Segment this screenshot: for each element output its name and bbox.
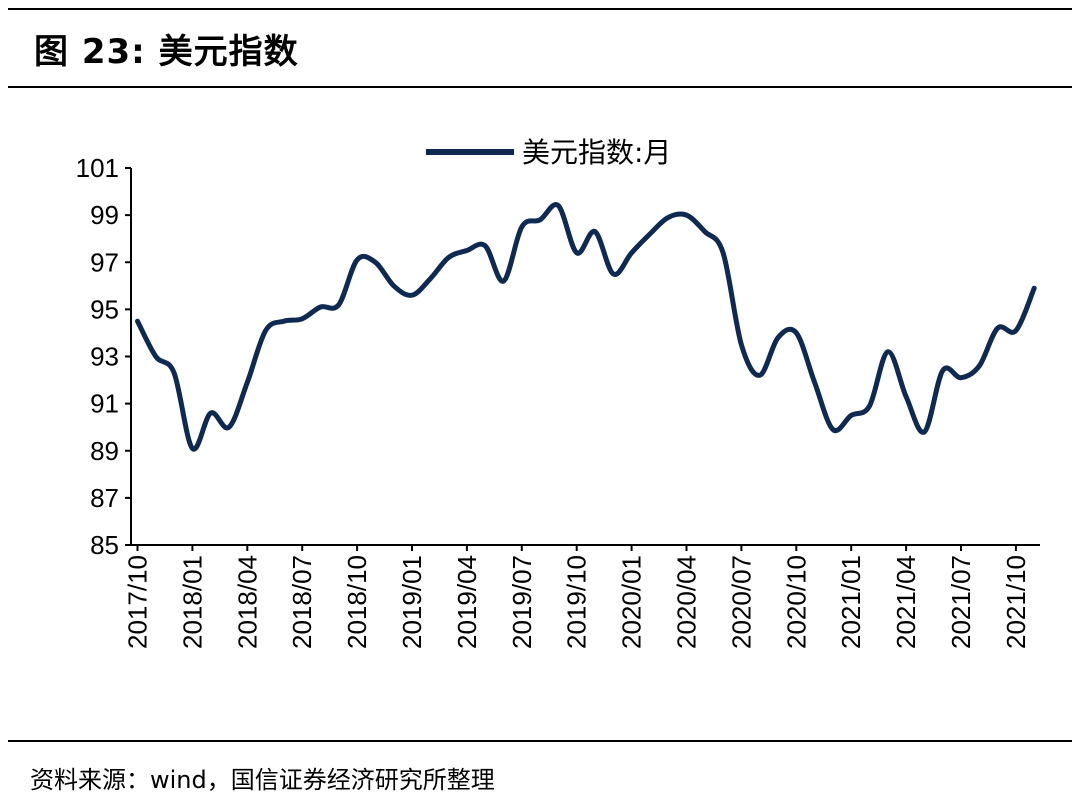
x-tick-label: 2018/10 — [342, 555, 372, 649]
x-tick-label: 2017/10 — [123, 555, 153, 649]
data-point — [611, 272, 615, 276]
data-point — [703, 230, 707, 234]
x-tick-label: 2018/04 — [232, 555, 262, 649]
data-point — [941, 369, 945, 373]
x-tick-label: 2021/07 — [946, 555, 976, 649]
data-point — [483, 244, 487, 248]
x-tick-label: 2020/10 — [781, 555, 811, 649]
data-point — [685, 213, 689, 217]
data-point — [355, 258, 359, 262]
data-point — [904, 395, 908, 399]
legend: 美元指数:月 — [426, 136, 671, 169]
data-point — [245, 380, 249, 384]
x-tick-label: 2020/04 — [672, 555, 702, 649]
data-point — [373, 260, 377, 264]
y-tick-label: 87 — [90, 483, 119, 513]
data-point — [209, 411, 213, 415]
data-point — [886, 350, 890, 354]
x-tick-label: 2020/07 — [726, 555, 756, 649]
data-point — [648, 232, 652, 236]
data-point — [502, 279, 506, 283]
data-point — [666, 216, 670, 220]
data-point — [465, 249, 469, 253]
data-point — [136, 319, 140, 323]
title-rule — [8, 86, 1072, 88]
y-tick-label: 85 — [90, 530, 119, 560]
data-point — [1014, 329, 1018, 333]
data-point — [630, 251, 634, 255]
x-tick-label: 2018/07 — [287, 555, 317, 649]
x-tick-label: 2019/04 — [452, 555, 482, 649]
y-tick-label: 101 — [76, 153, 119, 183]
data-point — [776, 336, 780, 340]
data-point — [721, 251, 725, 255]
data-point — [593, 230, 597, 234]
data-point — [392, 284, 396, 288]
data-point — [575, 251, 579, 255]
data-point — [337, 303, 341, 307]
data-point — [959, 376, 963, 380]
x-tick-label: 2020/01 — [617, 555, 647, 649]
data-point — [428, 277, 432, 281]
y-tick-label: 91 — [90, 389, 119, 419]
series-line — [135, 202, 1037, 452]
data-point — [849, 413, 853, 417]
data-point — [794, 331, 798, 335]
y-tick-label: 89 — [90, 436, 119, 466]
data-point — [831, 428, 835, 432]
data-point — [300, 317, 304, 321]
x-tick-label: 2021/01 — [836, 555, 866, 649]
y-tick-label: 99 — [90, 200, 119, 230]
data-point — [282, 319, 286, 323]
x-tick-label: 2019/01 — [397, 555, 427, 649]
axes — [130, 168, 1040, 546]
x-axis-ticks: 2017/10 2018/01 2018/04 2018/07 2018/10 2019/… — [123, 545, 1031, 649]
figure-title: 图 23: 美元指数 — [34, 32, 299, 72]
data-point — [520, 225, 524, 229]
legend-label: 美元指数:月 — [522, 136, 671, 169]
source-note: 资料来源：wind，国信证券经济研究所整理 — [30, 766, 495, 794]
y-axis-ticks: 85 87 89 91 93 95 97 99 101 — [76, 153, 131, 560]
data-point — [977, 364, 981, 368]
y-tick-label: 93 — [90, 342, 119, 372]
data-point — [154, 355, 158, 359]
x-tick-label: 2021/10 — [1001, 555, 1031, 649]
x-tick-label: 2021/04 — [891, 555, 921, 649]
data-point — [868, 404, 872, 408]
data-point — [410, 293, 414, 297]
data-point — [813, 380, 817, 384]
x-tick-label: 2018/01 — [177, 555, 207, 649]
bottom-rule — [8, 740, 1072, 742]
data-point — [556, 204, 560, 208]
data-point — [447, 256, 451, 260]
data-point — [996, 326, 1000, 330]
data-point — [264, 329, 268, 333]
top-rule — [8, 8, 1072, 10]
x-tick-label: 2019/10 — [562, 555, 592, 649]
y-tick-label: 95 — [90, 294, 119, 324]
data-point — [1032, 286, 1036, 290]
data-point — [739, 343, 743, 347]
data-point — [227, 425, 231, 429]
data-point — [758, 373, 762, 377]
data-point — [319, 305, 323, 309]
data-point — [190, 446, 194, 450]
data-point — [922, 430, 926, 434]
data-point — [172, 371, 176, 375]
y-tick-label: 97 — [90, 247, 119, 277]
data-point — [538, 218, 542, 222]
x-tick-label: 2019/07 — [507, 555, 537, 649]
